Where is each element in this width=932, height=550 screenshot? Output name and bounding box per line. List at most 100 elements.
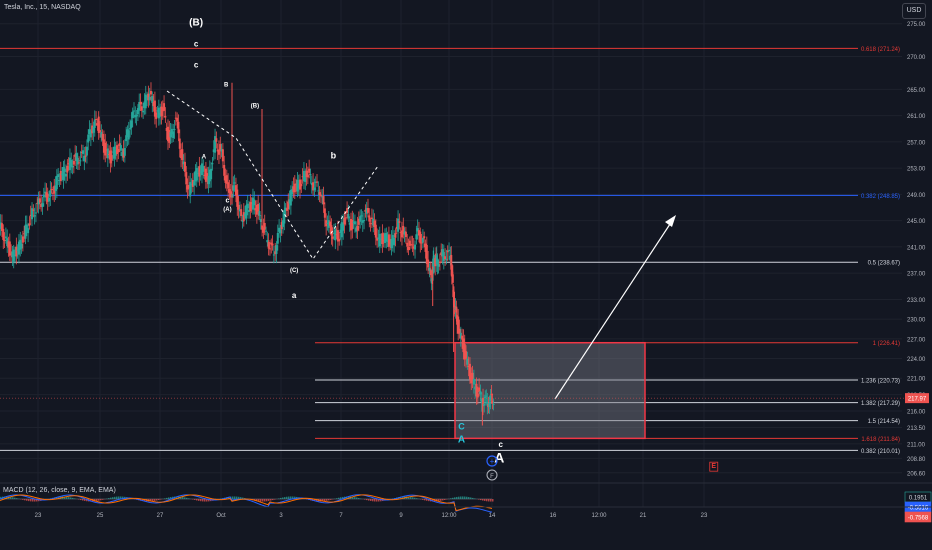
macd-histogram-bar: [240, 497, 242, 499]
candle-body: [308, 168, 311, 173]
candle-body: [146, 96, 149, 98]
candle-body: [288, 199, 291, 204]
macd-histogram-bar: [96, 499, 98, 502]
price-axis-tick: 245.00: [907, 219, 926, 225]
candle-body: [357, 218, 360, 225]
symbol-label[interactable]: Tesla, Inc., 15, NASDAQ: [4, 4, 81, 11]
macd-histogram-bar: [10, 496, 12, 499]
candle-body: [304, 173, 307, 182]
candle-body: [387, 234, 390, 247]
candle-body: [372, 218, 375, 226]
candle-body: [486, 402, 489, 406]
macd-histogram-bar: [478, 499, 480, 500]
macd-histogram-bar: [422, 499, 424, 500]
candle-body: [398, 221, 401, 223]
time-axis-tick: 25: [97, 513, 104, 519]
macd-histogram-bar: [112, 497, 114, 499]
candle-body: [489, 395, 492, 401]
wave-label: E: [711, 463, 716, 470]
candle-body: [251, 197, 254, 210]
macd-histogram-bar: [114, 496, 116, 499]
candle-body: [363, 220, 366, 222]
wave-label: A: [494, 449, 504, 465]
last-price-label: 217.97: [908, 397, 927, 403]
candle-body: [457, 316, 460, 334]
candle-body: [225, 175, 228, 184]
macd-histogram-bar: [236, 496, 238, 499]
candle-body: [227, 182, 230, 189]
candle-body: [132, 110, 135, 112]
macd-histogram-bar: [284, 497, 286, 499]
macd-histogram-bar: [290, 496, 292, 499]
macd-histogram-bar: [32, 499, 34, 502]
macd-histogram-bar: [120, 496, 122, 499]
macd-histogram-bar: [288, 496, 290, 499]
candle-body: [436, 258, 439, 266]
candle-body: [32, 209, 35, 211]
macd-histogram-bar: [262, 499, 264, 502]
candle-body: [300, 183, 303, 187]
candle-body: [24, 224, 27, 239]
candle-body: [335, 234, 338, 236]
candle-body: [437, 264, 440, 267]
wave-dashed-line: [166, 90, 379, 260]
candle-body: [325, 220, 328, 227]
macd-histogram-bar: [270, 499, 272, 501]
candle-body: [232, 185, 235, 191]
macd-histogram-bar: [482, 499, 484, 501]
candle-body: [283, 210, 286, 224]
time-axis-tick: 12:00: [591, 513, 607, 519]
plus-circle-icon[interactable]: [486, 455, 498, 467]
macd-histogram-bar: [266, 499, 268, 502]
candle-body: [293, 183, 296, 193]
candle-body: [59, 170, 62, 181]
candle-body: [461, 335, 464, 340]
macd-histogram-bar: [442, 499, 444, 501]
target-zone-box: [454, 341, 646, 440]
macd-histogram-bar: [202, 499, 204, 502]
macd-histogram-bar: [410, 496, 412, 499]
currency-button[interactable]: USD: [902, 3, 926, 19]
candle-body: [233, 182, 236, 184]
flag-circle-icon[interactable]: [486, 469, 498, 481]
candle-body: [55, 175, 58, 190]
wave-label: A: [202, 154, 207, 160]
candle-body: [429, 269, 432, 276]
macd-histogram-bar: [14, 497, 16, 499]
candle-body: [54, 185, 57, 191]
candle-body: [238, 209, 241, 212]
wave-label: A: [458, 435, 465, 446]
macd-histogram-bar: [286, 496, 288, 499]
candle-body: [472, 378, 475, 385]
candle-body: [172, 131, 175, 138]
macd-histogram-bar: [472, 497, 474, 499]
candle-body: [134, 115, 137, 118]
price-axis-tick: 253.00: [907, 167, 926, 173]
candle-body: [190, 184, 193, 186]
macd-histogram-bar: [322, 499, 324, 502]
candle-body: [53, 185, 56, 194]
candle-body: [382, 240, 385, 242]
macd-histogram-bar: [356, 497, 358, 499]
macd-histogram-bar: [122, 496, 124, 499]
candle-body: [488, 402, 491, 408]
macd-indicator-label[interactable]: MACD (12, 26, close, 9, EMA, EMA): [3, 487, 116, 494]
candle-body: [31, 208, 34, 220]
candle-body: [220, 149, 223, 152]
candle-body: [100, 132, 103, 138]
candle-body: [11, 251, 14, 258]
macd-histogram-bar: [268, 499, 270, 501]
macd-histogram-bar: [426, 499, 428, 501]
macd-histogram-bar: [282, 497, 284, 499]
candle-body: [182, 161, 185, 165]
candle-body: [112, 151, 115, 153]
candle-body: [25, 224, 28, 230]
candle-body: [104, 142, 107, 156]
candle-body: [46, 193, 49, 202]
candle-body: [155, 112, 158, 119]
candle-body: [49, 190, 52, 197]
candle-body: [242, 212, 245, 222]
price-axis-tick: 230.00: [907, 318, 926, 324]
candle-body: [368, 215, 371, 222]
